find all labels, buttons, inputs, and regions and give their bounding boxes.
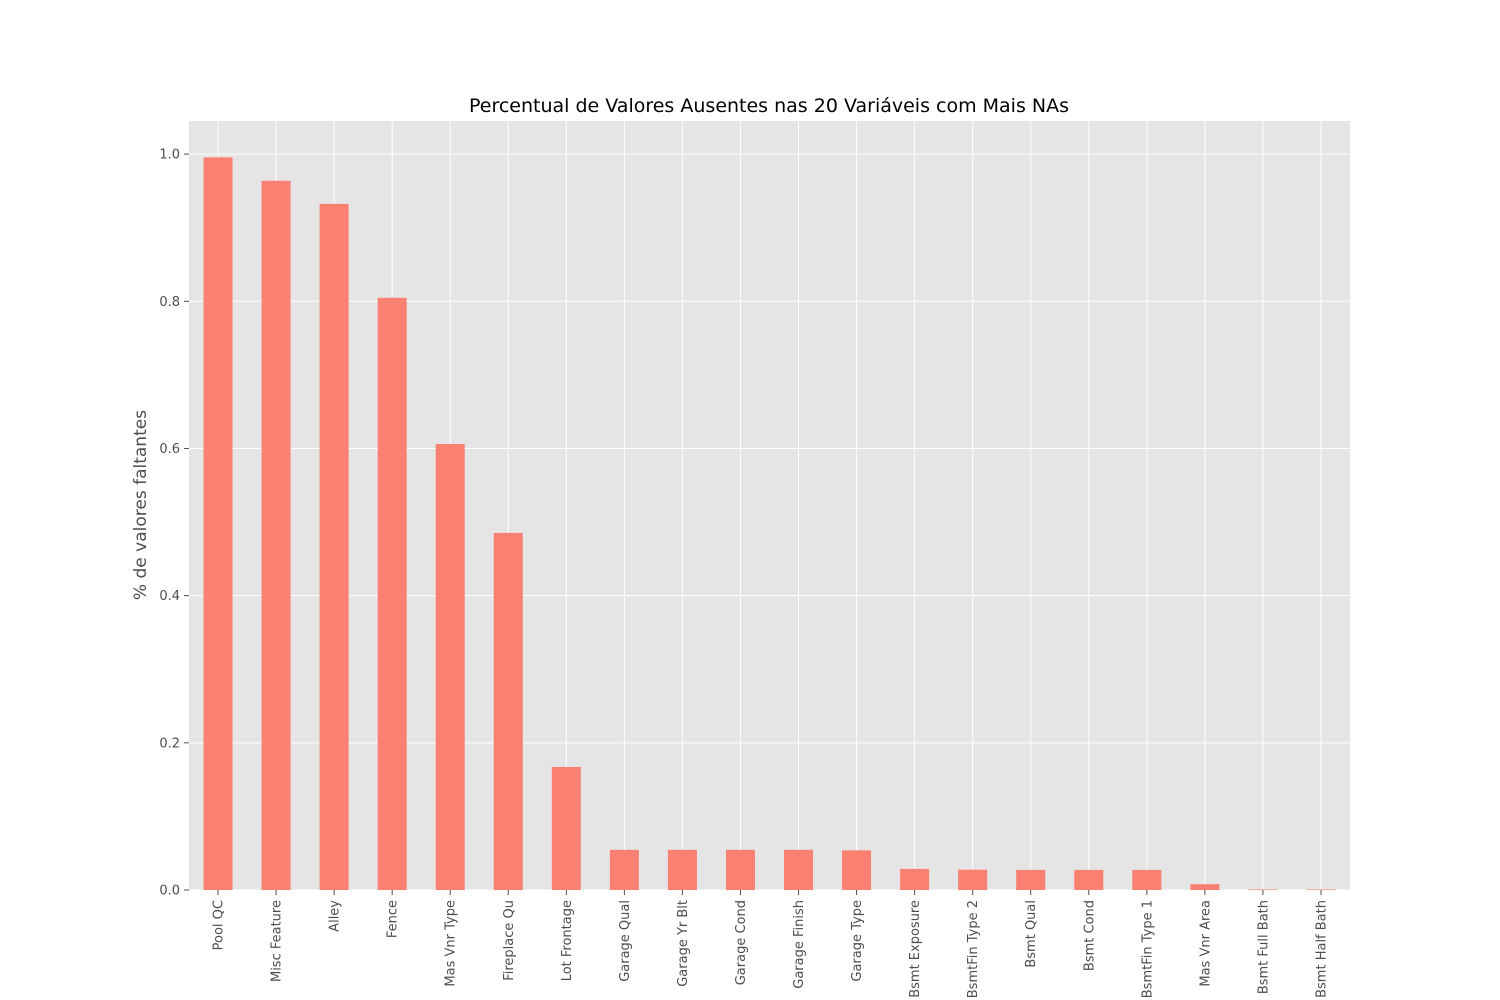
bar	[493, 532, 523, 890]
y-tick-label: 0.8	[159, 295, 180, 310]
bar	[319, 203, 349, 891]
x-tick-label: Bsmt Half Bath	[1314, 900, 1329, 998]
y-tick-label: 0.0	[159, 884, 180, 899]
x-tick-label: Garage Qual	[618, 900, 633, 982]
y-tick-label: 0.2	[159, 736, 180, 751]
x-tick-label: BsmtFin Type 2	[966, 900, 981, 998]
bar	[1248, 889, 1278, 891]
y-tick-label: 1.0	[159, 148, 180, 163]
bar-layer	[203, 157, 1336, 891]
bar	[377, 297, 407, 890]
y-tick-label: 0.6	[159, 442, 180, 457]
bar	[667, 849, 697, 890]
x-tick-label: Lot Frontage	[560, 900, 575, 981]
x-tick-label: Garage Finish	[792, 900, 807, 989]
grid-layer	[189, 121, 1350, 891]
x-tick-label: Pool QC	[212, 900, 227, 950]
x-tick-label: Bsmt Exposure	[908, 900, 923, 998]
x-tick-label: Bsmt Cond	[1082, 900, 1097, 971]
bar	[1306, 889, 1336, 891]
bar	[784, 849, 814, 890]
bar	[842, 850, 872, 890]
bar	[609, 849, 639, 890]
bar	[1016, 869, 1046, 890]
x-tick-label: Misc Feature	[270, 900, 285, 982]
x-tick-label: Garage Cond	[734, 900, 749, 985]
bar	[1132, 869, 1162, 890]
x-tick-label: Garage Yr Blt	[676, 900, 691, 987]
bar	[725, 849, 755, 890]
bar	[435, 443, 465, 890]
bar	[203, 157, 233, 890]
bar	[551, 766, 581, 890]
bar	[261, 180, 291, 890]
bar	[900, 868, 930, 890]
x-tick-label: Alley	[328, 900, 343, 932]
x-tick-label: Bsmt Full Bath	[1256, 900, 1271, 994]
x-axis-ticks: Pool QC Misc Feature Alley Fence Mas Vnr Typ…	[212, 890, 1329, 998]
y-axis-ticks: 0.0 0.2 0.4 0.6 0.8 1.0	[159, 148, 189, 899]
x-tick-label: BsmtFin Type 1	[1140, 900, 1155, 998]
x-tick-label: Garage Type	[850, 900, 865, 982]
y-tick-label: 0.4	[159, 589, 180, 604]
x-tick-label: Fireplace Qu	[502, 900, 517, 981]
chart-title: Percentual de Valores Ausentes nas 20 Va…	[469, 95, 1069, 117]
bar	[1190, 884, 1220, 890]
y-axis-label: % de valores faltantes	[131, 410, 151, 600]
x-tick-label: Mas Vnr Type	[444, 900, 459, 987]
bar	[958, 869, 988, 890]
bar	[1074, 869, 1104, 890]
x-tick-label: Fence	[386, 900, 401, 938]
plot-background	[189, 121, 1350, 890]
x-tick-label: Bsmt Qual	[1024, 900, 1039, 968]
x-tick-label: Mas Vnr Area	[1198, 900, 1213, 987]
